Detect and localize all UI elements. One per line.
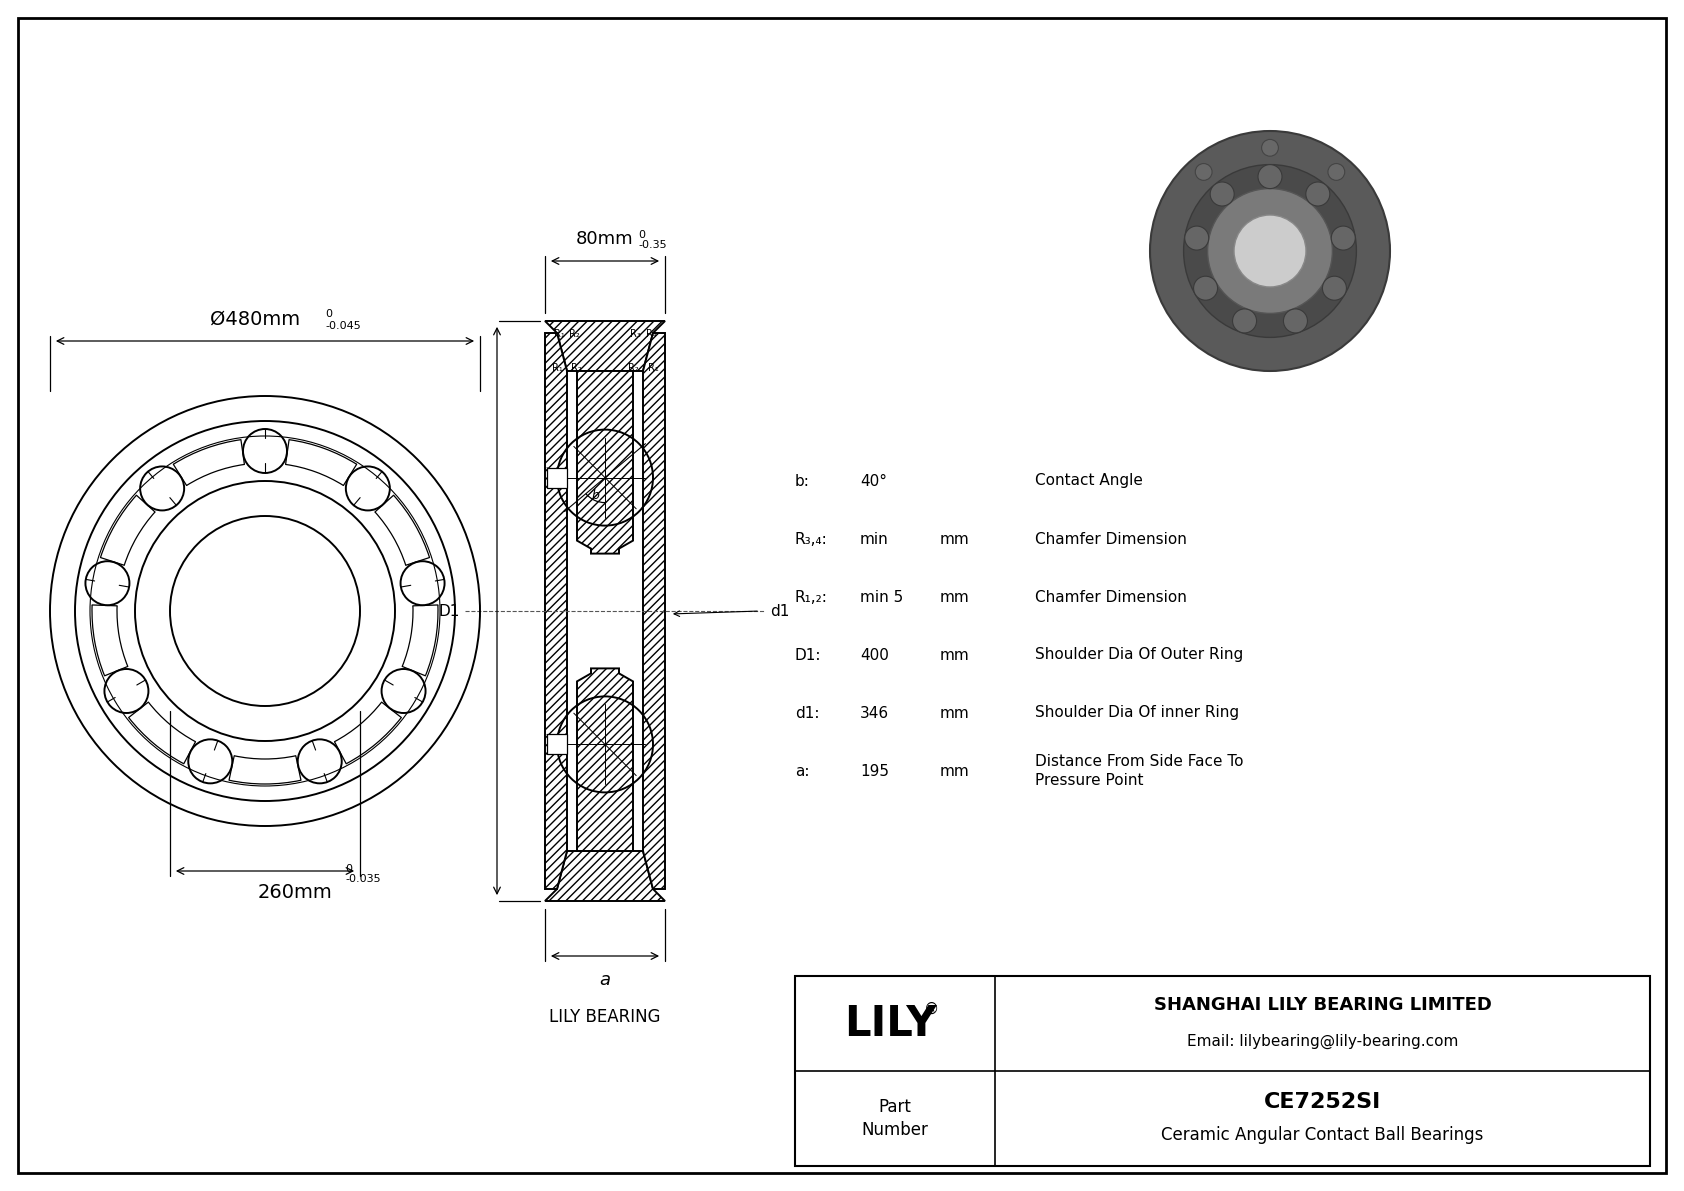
Circle shape	[1261, 139, 1278, 156]
Circle shape	[1234, 216, 1307, 287]
Text: R₂: R₂	[569, 329, 579, 339]
Circle shape	[1233, 308, 1256, 333]
Circle shape	[1194, 276, 1218, 300]
Text: 0: 0	[325, 308, 332, 319]
Text: mm: mm	[940, 531, 970, 547]
Circle shape	[1186, 226, 1209, 250]
Text: LILY: LILY	[844, 1003, 936, 1045]
Text: R₃: R₃	[630, 329, 642, 339]
Circle shape	[1211, 182, 1234, 206]
Text: 346: 346	[861, 705, 889, 721]
Text: 80mm: 80mm	[576, 230, 633, 248]
Text: R₃,₄:: R₃,₄:	[795, 531, 829, 547]
Polygon shape	[546, 322, 665, 372]
Text: 260mm: 260mm	[258, 883, 332, 902]
Text: Email: lilybearing@lily-bearing.com: Email: lilybearing@lily-bearing.com	[1187, 1034, 1458, 1049]
Text: d1: d1	[770, 604, 790, 618]
Text: R₄: R₄	[645, 329, 657, 339]
Text: D1: D1	[438, 604, 460, 618]
Circle shape	[1207, 188, 1332, 313]
Text: b: b	[591, 490, 600, 503]
Text: Ø480mm: Ø480mm	[210, 310, 300, 329]
Bar	[547, 735, 568, 754]
Polygon shape	[546, 333, 568, 888]
Text: 40°: 40°	[861, 474, 887, 488]
Circle shape	[1322, 276, 1347, 300]
Text: 0: 0	[638, 230, 645, 241]
Text: Ceramic Angular Contact Ball Bearings: Ceramic Angular Contact Ball Bearings	[1162, 1125, 1484, 1143]
Text: ®: ®	[923, 1002, 938, 1017]
Text: R₂: R₂	[628, 363, 638, 373]
Text: D1:: D1:	[795, 648, 822, 662]
Text: R₁,₂:: R₁,₂:	[795, 590, 829, 605]
Text: Chamfer Dimension: Chamfer Dimension	[1036, 590, 1187, 605]
Text: -0.045: -0.045	[325, 322, 360, 331]
Circle shape	[1150, 131, 1389, 372]
Text: Chamfer Dimension: Chamfer Dimension	[1036, 531, 1187, 547]
Text: mm: mm	[940, 590, 970, 605]
Circle shape	[1332, 226, 1356, 250]
Text: R₁: R₁	[552, 363, 562, 373]
Text: Distance From Side Face To
Pressure Point: Distance From Side Face To Pressure Poin…	[1036, 754, 1243, 788]
Circle shape	[1184, 164, 1356, 337]
Polygon shape	[578, 372, 633, 554]
Text: Shoulder Dia Of Outer Ring: Shoulder Dia Of Outer Ring	[1036, 648, 1243, 662]
Circle shape	[1196, 163, 1212, 180]
Text: a:: a:	[795, 763, 810, 779]
Text: 0: 0	[345, 863, 352, 874]
Polygon shape	[546, 852, 665, 902]
Text: mm: mm	[940, 705, 970, 721]
Text: a: a	[600, 971, 611, 989]
Polygon shape	[643, 333, 665, 888]
Text: Shoulder Dia Of inner Ring: Shoulder Dia Of inner Ring	[1036, 705, 1239, 721]
Text: R₂: R₂	[571, 363, 581, 373]
Text: min: min	[861, 531, 889, 547]
Text: LILY BEARING: LILY BEARING	[549, 1008, 660, 1025]
Text: CE7252SI: CE7252SI	[1265, 1092, 1381, 1112]
Bar	[547, 468, 568, 487]
Text: SHANGHAI LILY BEARING LIMITED: SHANGHAI LILY BEARING LIMITED	[1154, 997, 1492, 1015]
Circle shape	[1283, 308, 1307, 333]
Text: b:: b:	[795, 474, 810, 488]
Text: R₁: R₁	[648, 363, 658, 373]
Text: Part
Number: Part Number	[862, 1098, 928, 1140]
Polygon shape	[578, 668, 633, 852]
Circle shape	[1305, 182, 1330, 206]
Text: -0.35: -0.35	[638, 241, 667, 250]
Text: Contact Angle: Contact Angle	[1036, 474, 1143, 488]
Text: min 5: min 5	[861, 590, 903, 605]
Text: R₁: R₁	[554, 329, 564, 339]
Text: mm: mm	[940, 763, 970, 779]
Text: d1:: d1:	[795, 705, 820, 721]
Text: 400: 400	[861, 648, 889, 662]
Bar	[795, 975, 1650, 1166]
Text: -0.035: -0.035	[345, 874, 381, 884]
Circle shape	[1258, 164, 1282, 188]
Circle shape	[1329, 163, 1346, 180]
Text: mm: mm	[940, 648, 970, 662]
Text: 195: 195	[861, 763, 889, 779]
